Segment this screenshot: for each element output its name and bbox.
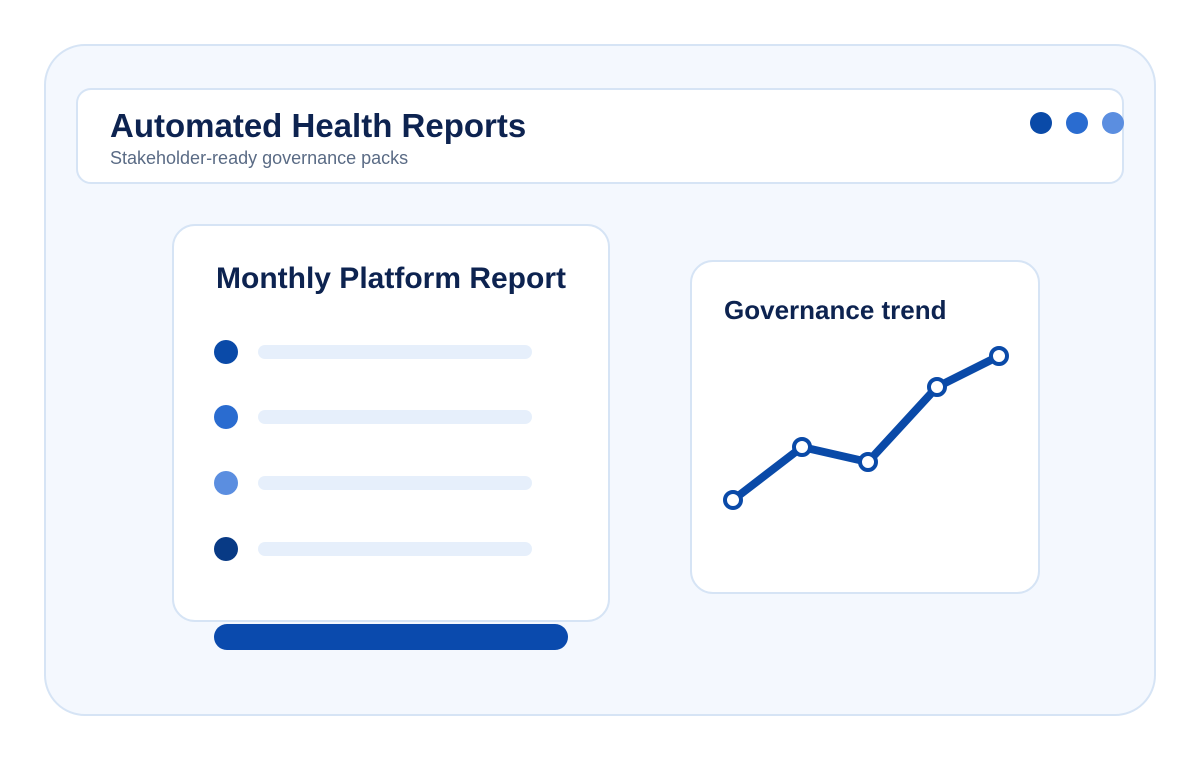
header-bar xyxy=(76,88,1124,184)
trend-point xyxy=(989,346,1009,366)
trend-point xyxy=(723,490,743,510)
trend-point xyxy=(792,437,812,457)
bullet xyxy=(214,471,238,495)
trend-point xyxy=(858,452,878,472)
header-subtitle: Stakeholder-ready governance packs xyxy=(110,148,408,168)
trend-points xyxy=(723,346,1009,510)
placeholder-line xyxy=(258,410,532,424)
header-title: Automated Health Reports xyxy=(110,107,526,144)
report-title: Monthly Platform Report xyxy=(216,262,566,295)
bullet xyxy=(214,405,238,429)
report-list xyxy=(214,340,532,561)
placeholder-line xyxy=(258,542,532,556)
placeholder-line xyxy=(258,345,532,359)
trend-point xyxy=(927,377,947,397)
placeholder-line xyxy=(258,476,532,490)
trend-title: Governance trend xyxy=(724,295,947,325)
trend-card xyxy=(690,260,1040,594)
report-button[interactable] xyxy=(214,624,568,650)
bullet xyxy=(214,537,238,561)
window-dot[interactable] xyxy=(1102,112,1124,134)
window-dot[interactable] xyxy=(1066,112,1088,134)
window-dot[interactable] xyxy=(1030,112,1052,134)
bullet xyxy=(214,340,238,364)
